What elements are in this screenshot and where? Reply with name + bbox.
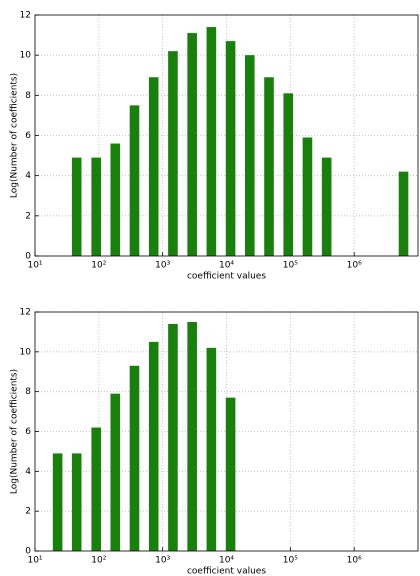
plot-frame	[34, 311, 419, 552]
x-tick-label: 10³	[155, 556, 170, 566]
y-tick-label: 4	[25, 171, 31, 181]
bar	[206, 27, 217, 256]
bar	[264, 77, 274, 256]
bar	[398, 171, 409, 256]
bar	[110, 393, 121, 551]
plot-frame	[34, 14, 419, 257]
y-axis-label: Log(Number of coefficients)	[10, 73, 20, 198]
bar	[168, 51, 178, 257]
bar	[129, 105, 140, 256]
y-tick-label: 10	[20, 51, 32, 61]
y-axis-label: Log(Number of coefficients)	[10, 369, 20, 494]
x-tick-label: 10²	[91, 556, 106, 566]
y-tick-label: 2	[25, 507, 31, 517]
x-tick-label: 10⁶	[347, 556, 362, 566]
x-tick-label: 10⁵	[283, 556, 298, 566]
y-tick-label: 10	[20, 347, 32, 357]
x-tick-label: 10¹	[27, 261, 42, 271]
bar	[168, 323, 178, 551]
bar	[148, 77, 159, 256]
y-tick-label: 8	[25, 387, 31, 397]
bar	[52, 453, 63, 551]
x-tick-label: 10⁶	[347, 261, 362, 271]
bar	[71, 453, 82, 551]
x-tick-label: 10³	[155, 261, 170, 271]
bar	[206, 347, 217, 551]
bar	[187, 321, 197, 551]
bar	[187, 33, 197, 257]
bar	[244, 55, 255, 256]
y-tick-label: 0	[25, 252, 31, 262]
x-tick-label: 10²	[91, 261, 106, 271]
bar	[225, 397, 236, 551]
bar	[302, 137, 313, 256]
y-tick-label: 12	[20, 308, 31, 318]
y-tick-label: 12	[20, 11, 31, 21]
y-tick-label: 6	[25, 427, 31, 437]
x-tick-label: 10⁵	[283, 261, 298, 271]
bar	[148, 341, 159, 551]
x-axis-label: coefficient values	[187, 272, 266, 282]
bar	[283, 93, 294, 256]
bar	[225, 41, 236, 256]
x-tick-label: 10⁴	[219, 261, 234, 271]
y-tick-label: 8	[25, 91, 31, 101]
bar	[71, 157, 82, 256]
y-tick-label: 6	[25, 131, 31, 141]
bar	[110, 143, 121, 256]
bar	[129, 365, 140, 551]
bar	[91, 427, 102, 551]
y-tick-label: 4	[25, 467, 31, 477]
x-axis-label: coefficient values	[187, 567, 266, 576]
x-tick-label: 10¹	[27, 556, 42, 566]
bar	[321, 157, 332, 256]
y-tick-label: 0	[25, 547, 31, 557]
y-tick-label: 2	[25, 211, 31, 221]
bar	[91, 157, 102, 256]
x-tick-label: 10⁴	[219, 556, 234, 566]
